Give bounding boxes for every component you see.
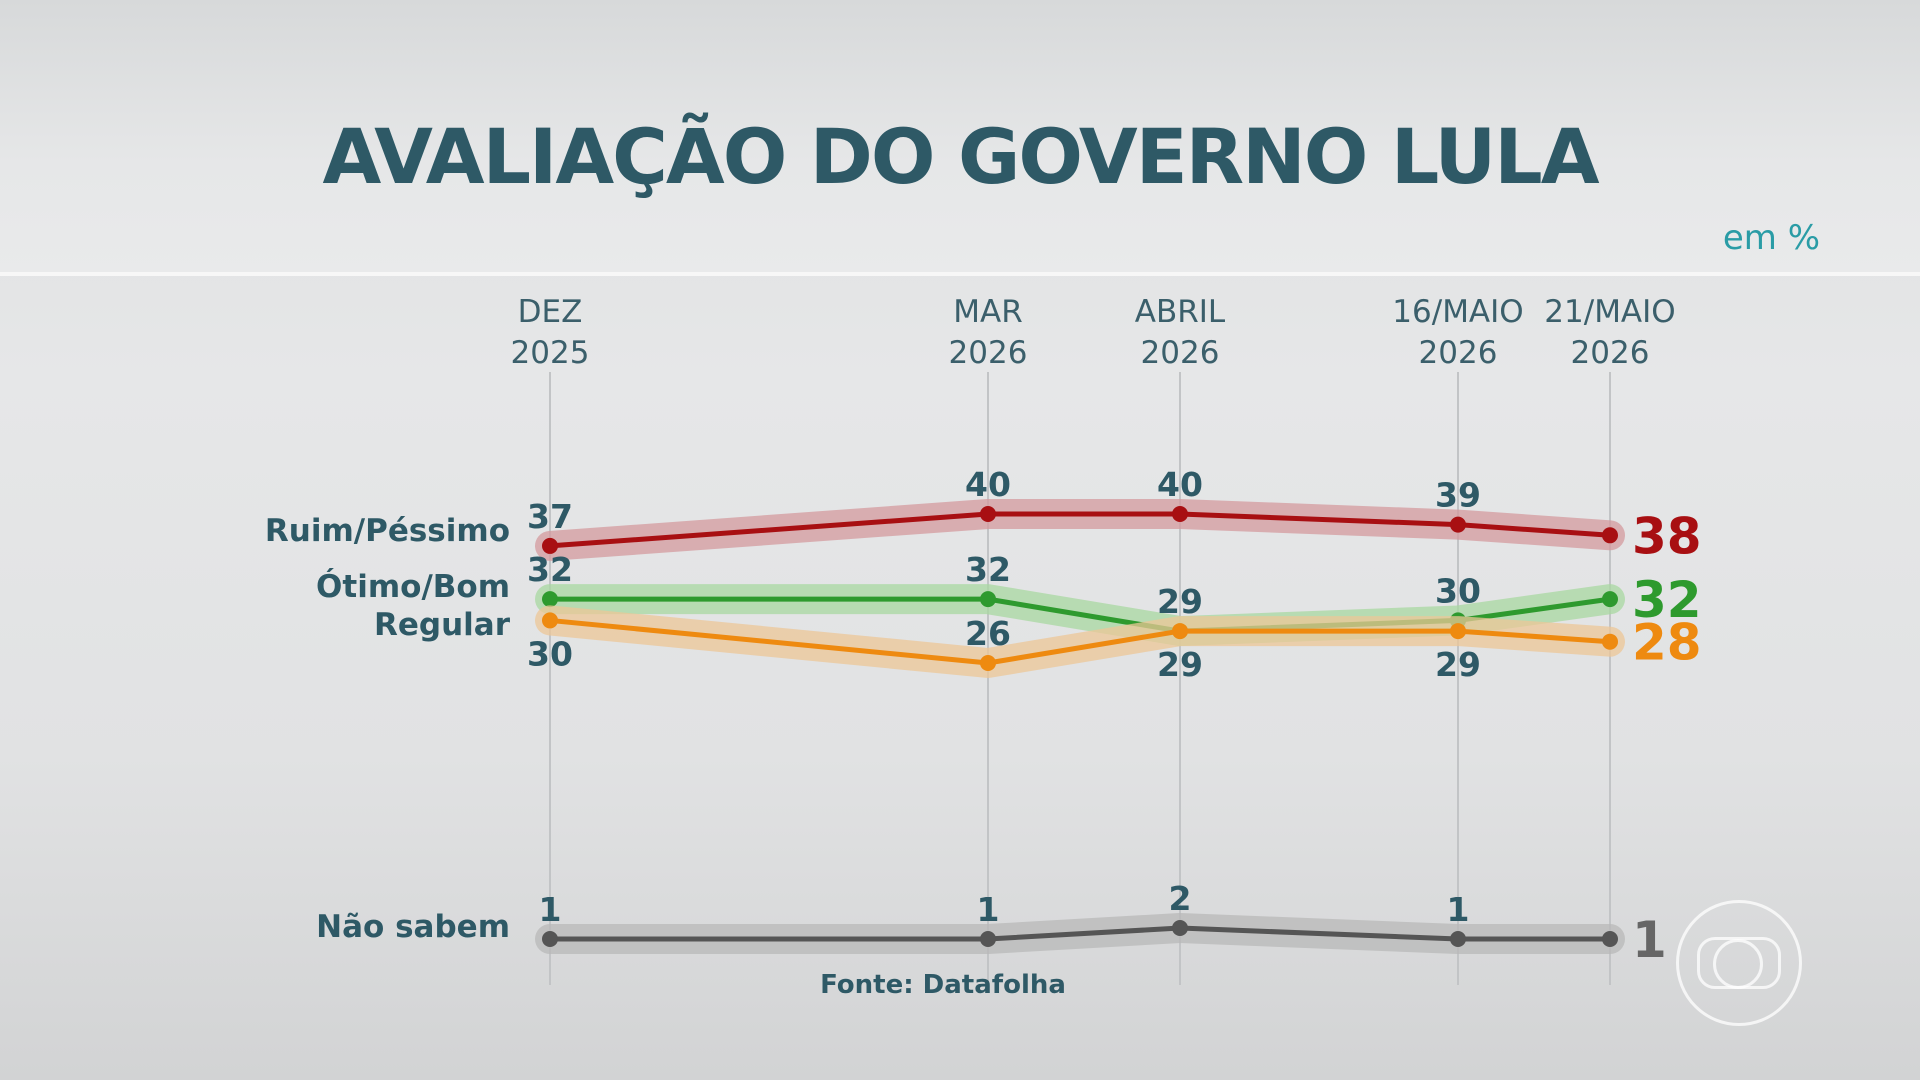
series-name-label: Regular (374, 607, 511, 643)
data-label: 1 (1447, 890, 1470, 929)
data-point (980, 931, 996, 947)
data-point (542, 931, 558, 947)
data-label: 40 (965, 465, 1011, 504)
unit-label: em % (1722, 218, 1820, 258)
source-label: Fonte: Datafolha (820, 970, 1066, 1000)
data-point (1450, 623, 1466, 640)
data-label: 29 (1157, 645, 1203, 684)
broadcaster-logo-icon (1676, 900, 1802, 1026)
series-glow-band (535, 499, 1625, 561)
data-point (1602, 633, 1618, 650)
data-point (1172, 920, 1188, 936)
data-point (1602, 931, 1618, 947)
logo-circle-shape (1713, 939, 1763, 989)
data-label: 30 (527, 634, 573, 673)
series-name-label: Não sabem (316, 909, 510, 945)
x-tick-label: 2026 (1419, 335, 1498, 371)
data-label: 30 (1435, 571, 1481, 610)
chart-title: AVALIAÇÃO DO GOVERNO LULA (322, 112, 1599, 201)
x-tick-label: 21/MAIO (1544, 294, 1675, 330)
data-label: 32 (965, 550, 1011, 589)
latest-value-label: 32 (1632, 571, 1702, 629)
data-point (1450, 931, 1466, 947)
data-point (542, 537, 558, 554)
data-point (1602, 527, 1618, 544)
x-tick-label: 16/MAIO (1392, 294, 1523, 330)
data-label: 29 (1157, 582, 1203, 621)
x-tick-label: 2026 (1571, 335, 1650, 371)
data-label: 29 (1435, 645, 1481, 684)
data-label: 1 (977, 890, 1000, 929)
x-tick-label: 2026 (1141, 335, 1220, 371)
data-label: 40 (1157, 465, 1203, 504)
x-tick-label: DEZ (518, 294, 583, 330)
data-point (980, 591, 996, 608)
data-label: 37 (527, 497, 573, 536)
series-name-label: Ruim/Péssimo (265, 513, 510, 549)
latest-value-label: 28 (1632, 614, 1702, 672)
x-tick-label: MAR (953, 294, 1023, 330)
data-label: 39 (1435, 476, 1481, 515)
data-label: 2 (1169, 879, 1192, 918)
data-point (1172, 506, 1188, 522)
data-point (980, 506, 996, 522)
data-point (1450, 516, 1466, 533)
x-tick-label: 2025 (511, 335, 590, 371)
latest-value-label: 1 (1632, 911, 1667, 969)
data-point (1172, 623, 1188, 640)
data-point (1602, 591, 1618, 608)
latest-value-label: 38 (1632, 507, 1702, 565)
data-label: 26 (965, 614, 1011, 653)
header-band (0, 0, 1920, 274)
data-point (980, 655, 996, 671)
data-label: 32 (527, 550, 573, 589)
header-divider (0, 272, 1920, 276)
x-tick-label: 2026 (949, 335, 1028, 371)
series-name-label: Ótimo/Bom (316, 568, 510, 605)
x-tick-label: ABRIL (1135, 294, 1226, 330)
data-point (542, 612, 558, 629)
data-point (542, 591, 558, 608)
data-label: 1 (539, 890, 562, 929)
